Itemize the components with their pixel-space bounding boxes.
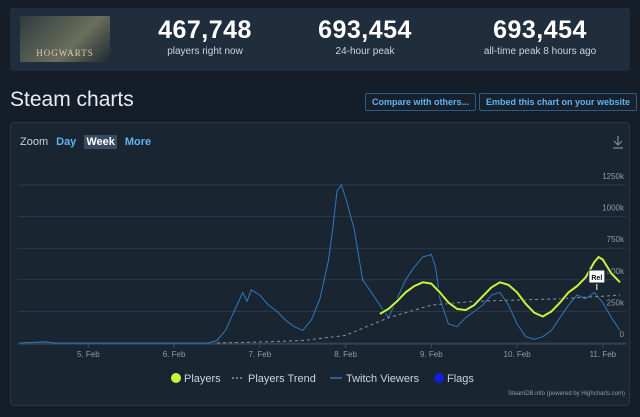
stat: 693,454 24-hour peak [290,16,440,57]
x-tick-label: 8. Feb [334,350,357,359]
x-tick-label: 5. Feb [77,350,100,359]
y-tick-label: 750k [607,235,625,244]
chart-container: Zoom Day Week More 0 250k 500k 750k 1000k 1250k 5… [10,122,630,406]
series-line [19,183,621,344]
section-title: Steam charts [10,88,134,111]
stats-card: HOGWARTS 467,748 players right now 693,45… [10,8,630,71]
y-tick-label: 1000k [602,204,625,213]
game-logo[interactable]: HOGWARTS [20,16,110,62]
legend-label[interactable]: Players [184,373,221,385]
zoom-label: Zoom [20,136,49,148]
zoom-option[interactable]: More [124,136,152,148]
y-tick-label: 0 [620,330,625,339]
legend-label[interactable]: Twitch Viewers [346,373,420,385]
stat: 467,748 players right now [130,16,280,57]
legend-label[interactable]: Flags [447,373,474,385]
x-tick-label: 7. Feb [248,350,271,359]
stat-value: 693,454 [493,16,587,44]
y-tick-label: 250k [607,298,625,307]
x-tick-label: 9. Feb [420,350,443,359]
credit: SteamDB.info (powered by Highcharts.com) [508,391,625,397]
stat: 693,454 all-time peak 8 hours ago [465,16,615,57]
y-tick-label: 1250k [602,172,625,181]
download-icon[interactable] [613,136,623,149]
zoom-option[interactable]: Week [84,135,117,149]
stat-value: 693,454 [318,16,412,44]
x-tick-label: 6. Feb [163,350,186,359]
legend-label[interactable]: Players Trend [248,373,316,385]
stat-label: all-time peak 8 hours ago [483,46,597,57]
x-tick-label: 11. Feb [590,350,617,359]
legend-marker [434,373,444,383]
legend-marker [171,373,181,383]
stat-label: players right now [167,46,243,57]
zoom-bar: Zoom Day Week More [20,135,153,149]
x-tick-label: 10. Feb [504,350,532,359]
chart: 0 250k 500k 750k 1000k 1250k 5. Feb 6. Feb 7. Fe… [18,136,626,397]
y-tick-label: 500k [607,267,625,276]
compare-button[interactable]: Compare with others... [365,93,477,111]
embed-button[interactable]: Embed this chart on your website [479,93,638,111]
stat-label: 24-hour peak [335,46,395,57]
zoom-option[interactable]: Day [56,136,77,148]
flag [588,269,606,284]
flag-label: Rel [591,275,602,282]
stat-value: 467,748 [158,16,252,44]
series-line [379,255,621,318]
